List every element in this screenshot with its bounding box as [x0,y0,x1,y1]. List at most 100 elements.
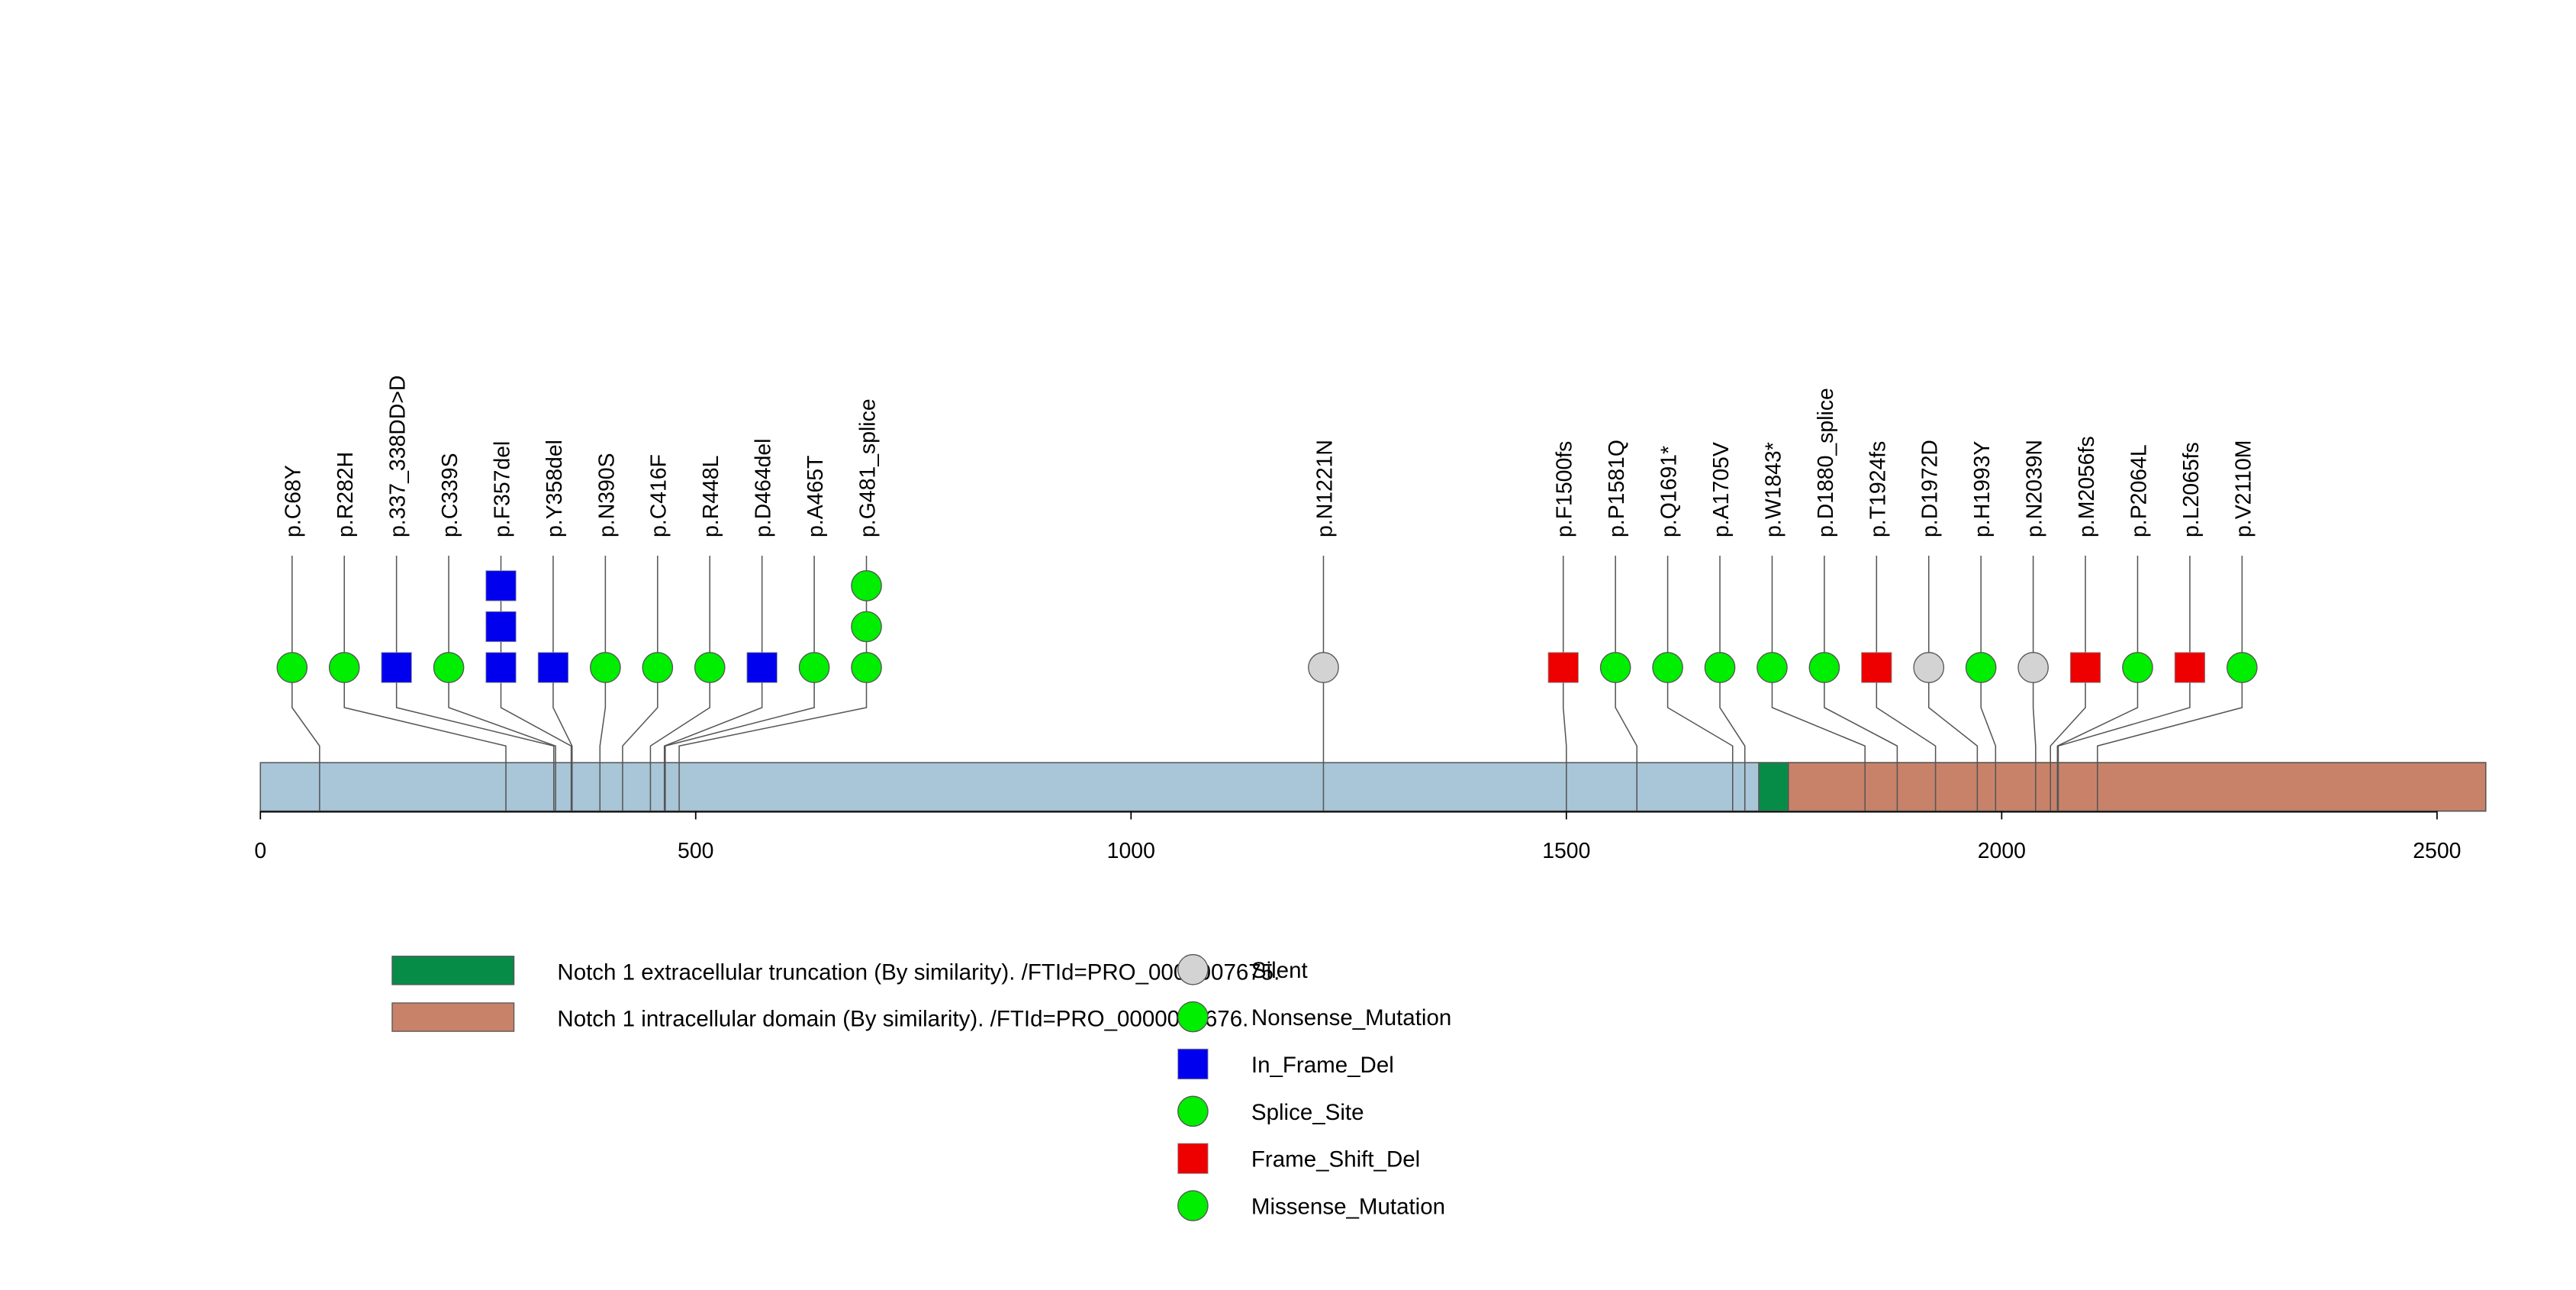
mutation-label: p.C416F [647,454,671,537]
x-axis: 0 500 1000 1500 2000 2500 [254,811,2461,863]
mutation-marker-circle [1913,652,1945,683]
legend-type-circle [1177,1095,1209,1127]
lollipop-connector [665,667,815,811]
mutation-marker-circle [276,652,308,683]
x-tick-label: 500 [678,839,713,863]
mutation-lollipops: p.C68Y p.R282H p.337_338DD>D p.C339S p.F357d… [276,376,2258,811]
mutation-marker-circle [1308,652,1339,683]
mutation-lollipop: p.P2064L [2056,444,2153,811]
mutation-label: p.C339S [438,453,462,537]
mutation-lollipop: p.L2065fs [2057,442,2206,811]
lollipop-connector [1719,667,1746,811]
mutation-marker-square [485,652,517,683]
lollipop-connector [500,667,572,811]
mutation-marker-circle [1757,652,1788,683]
mutation-marker-circle [2017,652,2049,683]
mutation-marker-circle [851,570,882,601]
mutation-label: p.Q1691* [1657,446,1682,537]
mutation-label: p.R282H [333,452,358,537]
lollipop-connector [2056,667,2139,811]
lollipop-connector [2032,667,2037,811]
mutation-lollipop: p.D464del [663,438,778,811]
mutation-marker-square [537,652,569,683]
lollipop-connector [649,667,710,811]
x-tick-label: 1000 [1107,839,1155,863]
mutation-marker-circle [798,652,830,683]
mutation-marker-square [381,652,412,683]
mutation-lollipop: p.M2056fs [2050,436,2101,811]
x-tick-label: 2500 [2413,839,2461,863]
mutation-marker-square [1861,652,1892,683]
domain-rect-1 [1758,762,1789,812]
mutation-label: p.A1705V [1709,442,1734,537]
protein-bar-layer [259,762,2487,812]
legend-type-circle [1177,1190,1209,1221]
mutation-label: p.A465T [803,456,828,537]
mutation-lollipop: p.337_338DD>D [381,376,555,811]
mutation-label: p.P1581Q [1605,440,1629,537]
mutation-marker-circle [642,652,674,683]
mutation-marker-circle [433,652,465,683]
mutation-label: p.H1993Y [1970,441,1995,537]
legend-domain-label: Notch 1 intracellular domain (By similar… [557,1007,1248,1032]
mutation-lollipop: p.D1880_splice [1808,388,1898,811]
lollipop-connector [1562,667,1567,811]
mutation-marker-circle [1704,652,1736,683]
domain-rect-2 [1788,762,2487,812]
lollipop-connector [1666,667,1734,811]
mutation-lollipop: p.P1581Q [1599,440,1638,811]
mutation-label: p.F1500fs [1553,441,1577,537]
mutation-lollipop: p.C416F [622,454,674,811]
mutation-label: p.D1880_splice [1814,388,1838,537]
lollipop-connector [343,667,507,811]
lollipop-connector [2057,667,2191,811]
mutation-label: p.337_338DD>D [386,376,411,537]
mutation-marker-circle [2122,652,2153,683]
mutation-marker-square [746,652,778,683]
mutation-label: p.N2039N [2023,440,2047,537]
mutation-lollipop: p.N390S [590,453,621,811]
mutation-label: p.P2064L [2127,444,2151,537]
legend-type-square [1177,1048,1209,1080]
lollipop-connector [1824,667,1898,811]
mutation-label: p.R448L [699,456,723,537]
lollipop-connector [448,667,556,811]
lollipop-connector [552,667,573,811]
mutation-lollipop: p.H1993Y [1965,441,1997,811]
lollipop-connector [1927,667,1979,811]
mutation-marker-square [2174,652,2206,683]
lollipop-connector [599,667,607,811]
mutation-label: p.D1972D [1918,440,1943,537]
mutation-lollipop: p.D1972D [1913,440,1979,811]
mutation-marker-circle [1808,652,1840,683]
mutation-marker-circle [1599,652,1631,683]
mutation-marker-circle [328,652,360,683]
mutation-marker-square [2069,652,2101,683]
legend-domain-swatch [391,1002,515,1032]
mutation-label: p.V2110M [2231,440,2256,537]
mutation-lollipop: p.G481_splice [678,398,882,811]
legend-type-label: Missense_Mutation [1251,1195,1445,1220]
x-tick-label: 0 [254,839,266,863]
mutation-label: p.T1924fs [1866,441,1890,537]
mutation-lollipop: p.C68Y [276,465,320,811]
legend-type-label: Nonsense_Mutation [1251,1005,1451,1030]
lollipop-connector [663,667,763,811]
x-tick-label: 2000 [1978,839,2026,863]
mutation-lollipop: p.Q1691* [1652,446,1734,811]
legend-domain-swatch [391,956,515,985]
mutation-marker-circle [590,652,621,683]
legend-domain-label: Notch 1 extracellular truncation (By sim… [557,959,1280,985]
mutation-label: p.D464del [752,438,776,537]
lollipop-connector [2050,667,2086,811]
mutation-marker-circle [1652,652,1683,683]
mutation-marker-square [485,611,517,643]
mutation-marker-circle [2227,652,2258,683]
legend-type-label: Silent [1251,958,1308,983]
legend-type-label: Frame_Shift_Del [1251,1147,1420,1172]
legend-type-circle [1177,1001,1209,1033]
mutation-label: p.M2056fs [2075,436,2099,537]
mutation-marker-square [1547,652,1579,683]
legend: Notch 1 extracellular truncation (By sim… [391,953,1451,1221]
